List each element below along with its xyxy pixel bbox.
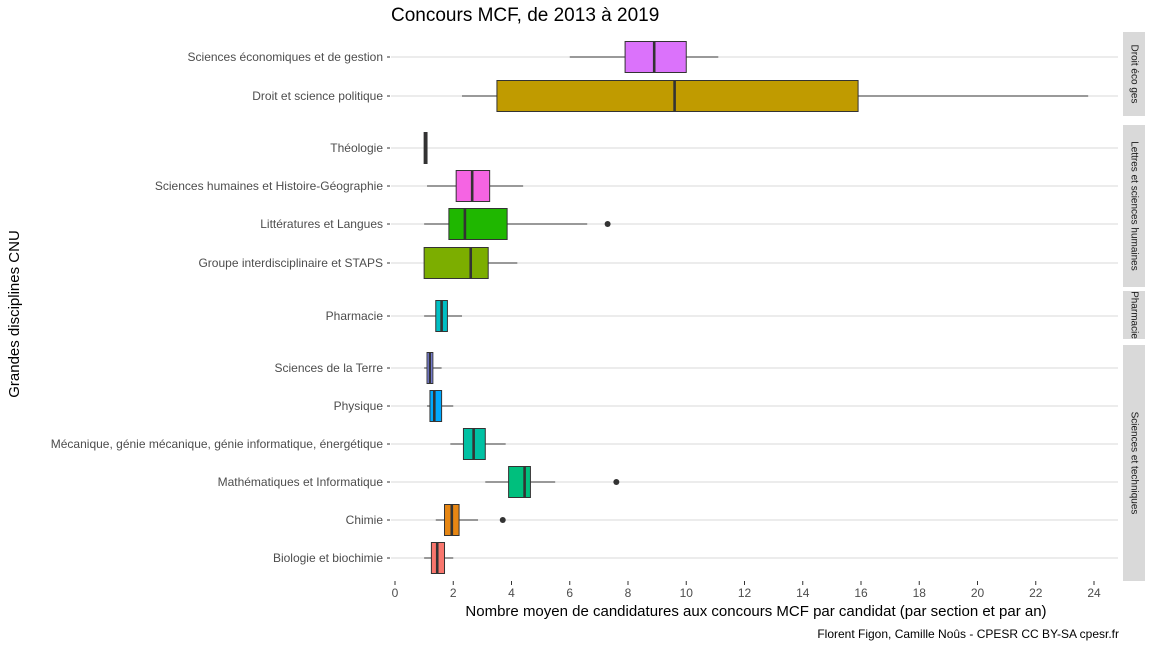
chart-caption: Florent Figon, Camille Noûs - CPESR CC B… xyxy=(817,627,1119,641)
facet-strip xyxy=(1123,32,1145,116)
box-row: Physique xyxy=(334,390,1118,422)
y-tick-label: Mécanique, génie mécanique, génie inform… xyxy=(51,437,384,451)
box-row: Pharmacie xyxy=(326,300,1118,332)
box-row: Théologie xyxy=(330,132,1118,164)
y-tick-label: Biologie et biochimie xyxy=(273,551,383,565)
facet-panel: Pharmacie Pharmacie xyxy=(326,291,1145,339)
x-tick-label: 20 xyxy=(971,586,985,600)
x-tick-label: 14 xyxy=(796,586,810,600)
y-axis-title: Grandes disciplines CNU xyxy=(6,230,23,398)
y-tick-label: Pharmacie xyxy=(326,309,384,323)
x-tick-label: 22 xyxy=(1029,586,1043,600)
box-row: Mathématiques et Informatique xyxy=(218,466,1118,498)
box xyxy=(429,390,443,422)
x-tick-label: 24 xyxy=(1087,586,1101,600)
y-tick-label: Physique xyxy=(334,399,384,413)
facet-strip-label: Droit éco ges xyxy=(1129,45,1140,104)
y-tick-label: Mathématiques et Informatique xyxy=(218,475,384,489)
x-tick-label: 12 xyxy=(738,586,752,600)
box-row: Biologie et biochimie xyxy=(273,542,1118,574)
x-tick-label: 6 xyxy=(566,586,573,600)
x-tick-label: 4 xyxy=(508,586,515,600)
x-tick-label: 2 xyxy=(450,586,457,600)
facet-strip xyxy=(1123,291,1145,339)
y-tick-label: Théologie xyxy=(330,141,383,155)
facet-strip-label: Lettres et sciences humaines xyxy=(1129,141,1140,271)
y-tick-label: Droit et science politique xyxy=(252,89,383,103)
y-tick-label: Sciences humaines et Histoire-Géographie xyxy=(155,179,383,193)
box-row: Littératures et Langues xyxy=(260,208,1118,240)
box xyxy=(423,247,489,279)
box-row: Sciences humaines et Histoire-Géographie xyxy=(155,170,1118,202)
x-tick-label: 0 xyxy=(392,586,399,600)
facet-strip xyxy=(1123,345,1145,581)
y-tick-label: Littératures et Langues xyxy=(260,217,383,231)
x-tick-label: 16 xyxy=(854,586,868,600)
x-tick-label: 8 xyxy=(625,586,632,600)
box-row: Groupe interdisciplinaire et STAPS xyxy=(198,247,1118,279)
box xyxy=(624,41,687,73)
box-row: Mécanique, génie mécanique, génie inform… xyxy=(51,428,1118,460)
facet-panel: Sciences et techniques Sciences de la Ter… xyxy=(51,345,1145,581)
facet-strip xyxy=(1123,125,1145,287)
box-row: Sciences économiques et de gestion xyxy=(188,41,1118,73)
outlier-point xyxy=(499,517,506,523)
x-tick-label: 18 xyxy=(913,586,927,600)
box-row: Droit et science politique xyxy=(252,80,1118,112)
y-tick-label: Sciences économiques et de gestion xyxy=(188,50,383,64)
box xyxy=(448,208,508,240)
x-axis-title: Nombre moyen de candidatures aux concour… xyxy=(465,603,1046,620)
facet-panel: Lettres et sciences humaines Théologie Sci… xyxy=(155,125,1145,287)
facet-strip-label: Sciences et techniques xyxy=(1129,412,1140,515)
outlier-point xyxy=(604,221,611,227)
box xyxy=(496,80,859,112)
facet-panel: Droit éco ges Sciences économiques et de … xyxy=(188,32,1145,116)
outlier-point xyxy=(613,479,620,485)
box xyxy=(508,466,531,498)
y-tick-label: Chimie xyxy=(346,513,384,527)
x-tick-label: 10 xyxy=(680,586,694,600)
x-axis: 0 2 4 6 8 10 12 14 16 18 20 22 24 xyxy=(392,581,1101,600)
box-row: Chimie xyxy=(346,504,1118,536)
box-row: Sciences de la Terre xyxy=(274,352,1118,384)
y-tick-label: Sciences de la Terre xyxy=(274,361,383,375)
facet-panels: Droit éco ges Sciences économiques et de … xyxy=(51,32,1145,581)
y-tick-label: Groupe interdisciplinaire et STAPS xyxy=(198,256,383,270)
facet-strip-label: Pharmacie xyxy=(1129,291,1140,339)
chart-title: Concours MCF, de 2013 à 2019 xyxy=(391,5,659,26)
